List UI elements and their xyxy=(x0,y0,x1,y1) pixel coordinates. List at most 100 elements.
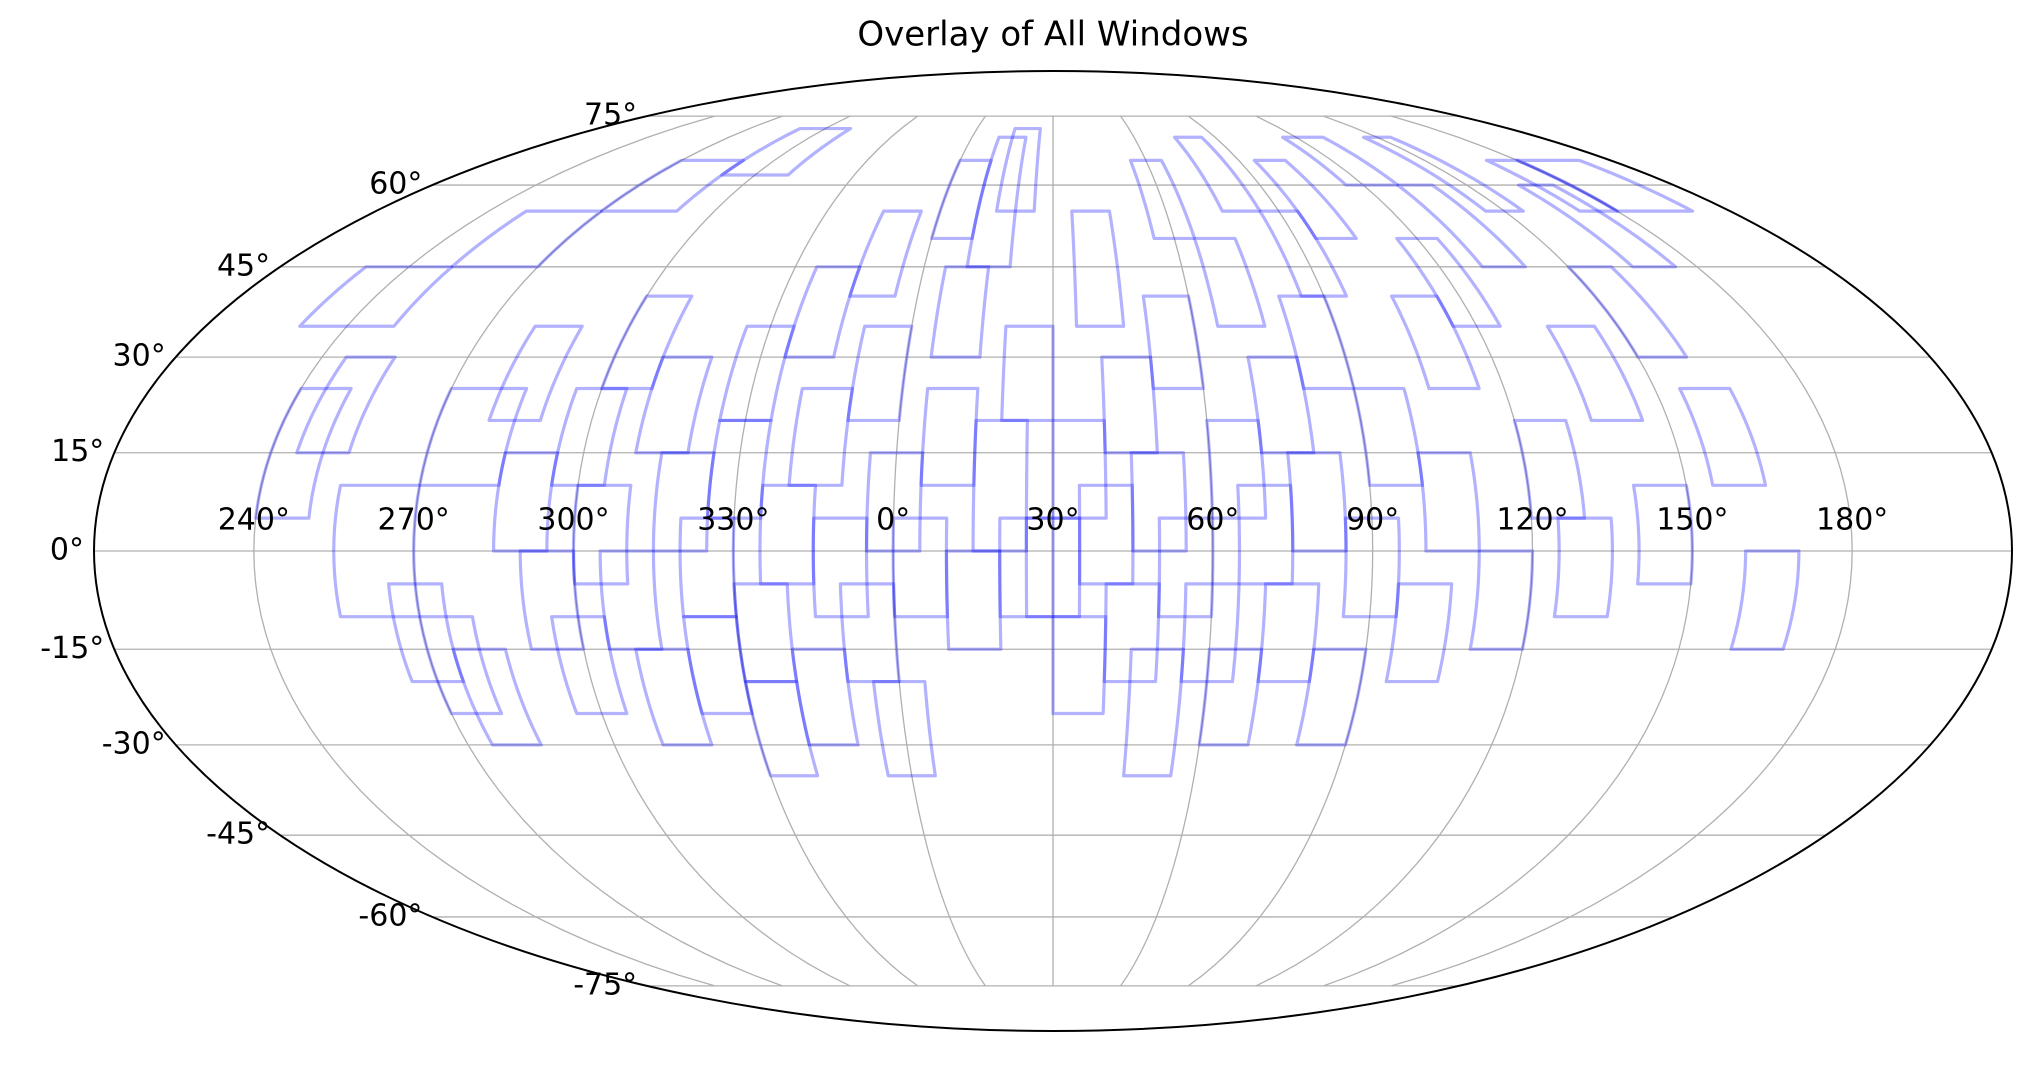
window xyxy=(550,386,629,487)
window xyxy=(1129,451,1188,553)
window xyxy=(1172,135,1262,213)
window xyxy=(332,483,422,619)
window xyxy=(965,135,1028,269)
window xyxy=(720,126,853,177)
chart-title: Overlay of All Windows xyxy=(857,15,1248,55)
window xyxy=(634,647,714,747)
window xyxy=(783,265,862,359)
x-tick-label: 0° xyxy=(876,503,910,538)
window xyxy=(491,451,560,553)
window xyxy=(1341,516,1401,619)
window xyxy=(1729,549,1801,651)
window xyxy=(1631,483,1694,586)
x-tick-label: 90° xyxy=(1346,503,1399,538)
window xyxy=(1362,135,1525,213)
window xyxy=(1281,135,1400,187)
window xyxy=(1545,324,1645,423)
window xyxy=(1286,451,1348,553)
window xyxy=(1246,355,1316,455)
window xyxy=(1295,647,1368,747)
window xyxy=(929,265,991,359)
window xyxy=(298,265,454,328)
grid-line xyxy=(413,115,783,987)
window xyxy=(919,386,980,487)
window xyxy=(1077,483,1135,586)
window xyxy=(254,386,353,520)
window xyxy=(1516,183,1678,269)
window xyxy=(846,324,914,423)
window xyxy=(487,324,584,423)
window xyxy=(871,679,937,778)
x-tick-label: 150° xyxy=(1656,503,1728,538)
window xyxy=(1277,294,1356,391)
window xyxy=(811,516,870,619)
grid-line xyxy=(1390,115,1853,987)
x-tick-label: 120° xyxy=(1496,503,1568,538)
window xyxy=(1395,236,1502,328)
window xyxy=(418,386,529,487)
y-tick-label: -60° xyxy=(358,898,422,933)
window xyxy=(1000,324,1055,423)
window xyxy=(1070,209,1126,328)
window xyxy=(678,516,738,619)
window xyxy=(386,582,466,684)
x-tick-label: 330° xyxy=(697,503,769,538)
y-tick-label: -30° xyxy=(102,726,166,761)
window xyxy=(1192,236,1267,328)
x-tick-label: 270° xyxy=(378,503,450,538)
x-tick-label: 240° xyxy=(218,503,290,538)
window xyxy=(550,615,629,716)
grid-line xyxy=(1187,115,1374,987)
grid-line xyxy=(1255,115,1534,987)
y-tick-label: 45° xyxy=(217,248,270,283)
window xyxy=(1179,582,1241,684)
grid-line xyxy=(253,115,716,987)
grid-line xyxy=(572,115,851,987)
window xyxy=(1205,418,1268,520)
window xyxy=(718,324,796,423)
grid-line xyxy=(892,115,986,987)
y-tick-label: 15° xyxy=(51,434,104,469)
window xyxy=(651,451,716,553)
window xyxy=(864,451,925,553)
window xyxy=(598,549,664,651)
window xyxy=(1390,294,1481,391)
window xyxy=(451,647,543,747)
window xyxy=(1252,158,1358,241)
window xyxy=(930,158,993,241)
grid-line xyxy=(1323,115,1693,987)
window xyxy=(1100,355,1159,455)
window xyxy=(1258,209,1349,298)
window xyxy=(1102,582,1161,684)
grid-line xyxy=(1120,115,1214,987)
y-tick-label: 30° xyxy=(113,339,166,374)
window xyxy=(1468,549,1535,651)
y-tick-label: -75° xyxy=(573,967,637,1002)
window xyxy=(1552,516,1615,619)
window xyxy=(1678,386,1768,487)
window xyxy=(1197,647,1264,747)
window xyxy=(1484,158,1619,213)
window xyxy=(1384,582,1454,684)
grid-line xyxy=(732,115,919,987)
window xyxy=(1128,158,1197,241)
window xyxy=(1416,451,1481,553)
map-boundary xyxy=(93,70,2013,1032)
window xyxy=(1352,386,1425,487)
window xyxy=(599,158,745,213)
window xyxy=(787,386,855,487)
window xyxy=(705,418,773,520)
window xyxy=(998,516,1055,619)
window xyxy=(518,549,586,651)
y-tick-label: 75° xyxy=(584,98,637,133)
window xyxy=(944,549,1003,651)
window xyxy=(1051,418,1108,520)
window xyxy=(1256,582,1321,684)
window xyxy=(1515,158,1695,213)
window xyxy=(1566,265,1689,359)
window xyxy=(634,355,714,455)
window xyxy=(1122,647,1185,778)
window xyxy=(1156,516,1215,619)
